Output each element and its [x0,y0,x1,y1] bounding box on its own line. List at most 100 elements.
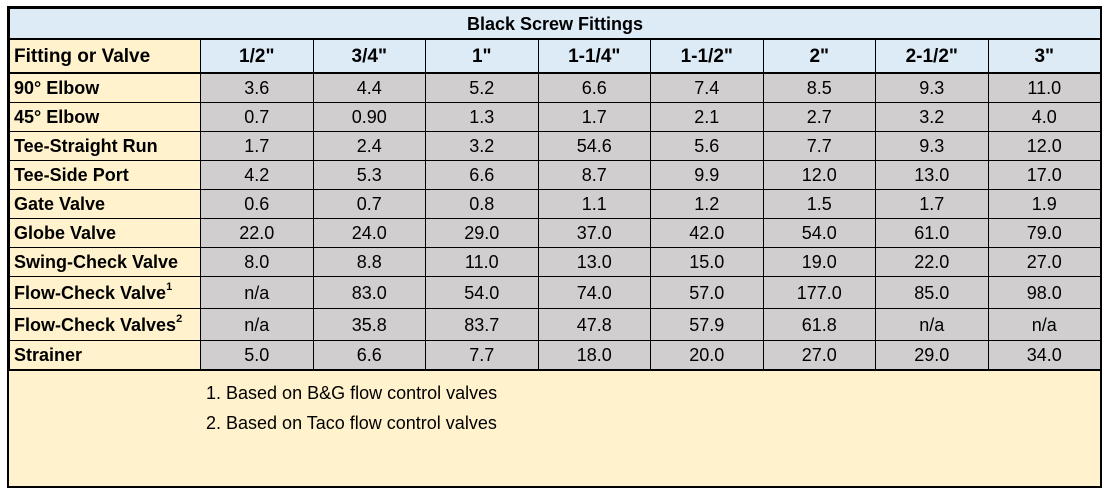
value-cell: 15.0 [650,247,764,277]
header-size: 1" [425,38,539,74]
table-row: Flow-Check Valves2 n/a 35.8 83.7 47.8 57.9 61.… [9,308,1102,341]
value-cell: 57.9 [650,308,764,341]
value-cell: 9.3 [875,72,989,103]
fitting-name-text: 45° Elbow [14,107,100,127]
value-cell: 74.0 [537,276,651,309]
value-cell: 24.0 [312,218,426,248]
fitting-name: Flow-Check Valve1 [9,276,201,309]
value-cell: 98.0 [987,276,1102,309]
value-cell: 85.0 [875,276,989,309]
value-cell: 57.0 [650,276,764,309]
value-cell: 2.4 [312,131,426,161]
footnotes: 1. Based on B&G flow control valves 2. B… [206,378,497,438]
fittings-sheet: Black Screw Fittings Fitting or Valve 1/… [7,6,1102,488]
value-cell: 4.2 [200,160,314,190]
value-cell: 29.0 [425,218,539,248]
value-cell: 27.0 [987,247,1102,277]
value-cell: 0.8 [425,189,539,219]
value-cell: 1.5 [762,189,876,219]
header-size: 1-1/2" [650,38,764,74]
value-cell: 35.8 [312,308,426,341]
value-cell: 47.8 [537,308,651,341]
value-cell: 54.0 [425,276,539,309]
header-row: Fitting or Valve 1/2" 3/4" 1" 1-1/4" 1-1… [9,38,1102,74]
value-cell: 83.0 [312,276,426,309]
value-cell: 11.0 [987,72,1102,103]
value-cell: 8.8 [312,247,426,277]
value-cell: 17.0 [987,160,1102,190]
value-cell: 1.7 [537,102,651,132]
value-cell: 1.7 [200,131,314,161]
value-cell: 27.0 [762,340,876,371]
value-cell: 13.0 [537,247,651,277]
header-size: 1-1/4" [537,38,651,74]
value-cell: 1.1 [537,189,651,219]
footnote-marker: 2 [176,312,183,325]
value-cell: 83.7 [425,308,539,341]
value-cell: 6.6 [537,72,651,103]
table-row: Tee-Straight Run 1.7 2.4 3.2 54.6 5.6 7.7 9.3 12… [9,131,1102,161]
table-row: Globe Valve 22.0 24.0 29.0 37.0 42.0 54.0 61.0 7… [9,218,1102,248]
value-cell: 7.4 [650,72,764,103]
header-fitting-or-valve: Fitting or Valve [9,38,201,74]
header-size: 3/4" [312,38,426,74]
value-cell: 20.0 [650,340,764,371]
footnote-marker: 1 [166,280,173,293]
fitting-name: Tee-Side Port [9,160,201,190]
value-cell: 18.0 [537,340,651,371]
value-cell: 0.6 [200,189,314,219]
table-row: 90° Elbow 3.6 4.4 5.2 6.6 7.4 8.5 9.3 11.0 [9,72,1102,103]
title-row: Black Screw Fittings [8,8,1102,40]
value-cell: 37.0 [537,218,651,248]
fitting-name: 45° Elbow [9,102,201,132]
fitting-name-text: Flow-Check Valves [14,314,177,335]
value-cell: 3.6 [200,72,314,103]
value-cell: 5.2 [425,72,539,103]
value-cell: 8.0 [200,247,314,277]
value-cell: 2.7 [762,102,876,132]
value-cell: 0.7 [200,102,314,132]
value-cell: n/a [200,276,314,309]
value-cell: 19.0 [762,247,876,277]
value-cell: 22.0 [200,218,314,248]
table-row: Gate Valve 0.6 0.7 0.8 1.1 1.2 1.5 1.7 1.9 [9,189,1102,219]
fitting-name: Swing-Check Valve [9,247,201,277]
table-row: Swing-Check Valve 8.0 8.8 11.0 13.0 15.0 19.0 2… [9,247,1102,277]
fitting-name-text: Gate Valve [14,194,106,214]
value-cell: 2.1 [650,102,764,132]
value-cell: 8.7 [537,160,651,190]
value-cell: 6.6 [312,340,426,371]
fitting-name: Tee-Straight Run [9,131,201,161]
fitting-name-text: 90° Elbow [14,78,100,98]
header-size: 2" [762,38,876,74]
fitting-name: Globe Valve [9,218,201,248]
header-size: 2-1/2" [875,38,989,74]
table-row: 45° Elbow 0.7 0.90 1.3 1.7 2.1 2.7 3.2 4.0 [9,102,1102,132]
footnote: 2. Based on Taco flow control valves [206,413,497,433]
value-cell: 29.0 [875,340,989,371]
fitting-name: Flow-Check Valves2 [9,308,201,341]
value-cell: 1.2 [650,189,764,219]
value-cell: 3.2 [875,102,989,132]
table-row: Tee-Side Port 4.2 5.3 6.6 8.7 9.9 12.0 13.0 17.0 [9,160,1102,190]
value-cell: 11.0 [425,247,539,277]
value-cell: 6.6 [425,160,539,190]
value-cell: 4.4 [312,72,426,103]
fitting-name-text: Flow-Check Valve [14,282,167,303]
value-cell: n/a [200,308,314,341]
fitting-name-text: Swing-Check Valve [14,252,179,272]
value-cell: 54.0 [762,218,876,248]
value-cell: 12.0 [987,131,1102,161]
footnote: 1. Based on B&G flow control valves [206,383,498,403]
value-cell: 42.0 [650,218,764,248]
fitting-name: 90° Elbow [9,72,201,103]
value-cell: 3.2 [425,131,539,161]
table-row: Flow-Check Valve1 n/a 83.0 54.0 74.0 57.0 177.… [9,276,1102,309]
value-cell: n/a [987,308,1102,341]
value-cell: 177.0 [762,276,876,309]
value-cell: 0.90 [312,102,426,132]
header-size: 3" [987,38,1102,74]
table-title: Black Screw Fittings [8,8,1102,40]
value-cell: 4.0 [987,102,1102,132]
header-size: 1/2" [200,38,314,74]
